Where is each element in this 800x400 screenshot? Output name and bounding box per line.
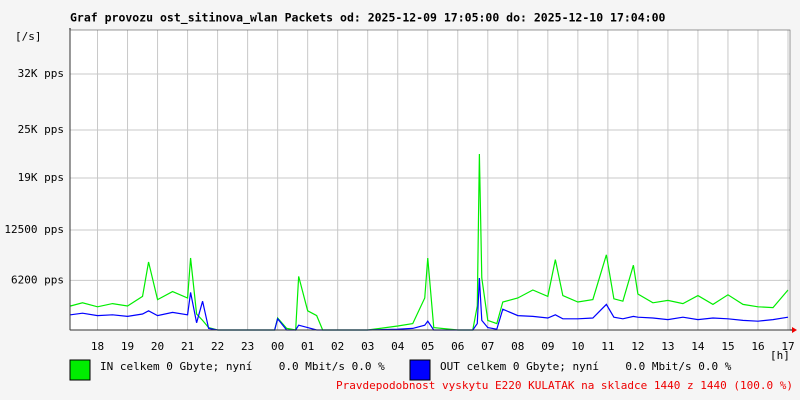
x-tick-label: 15: [721, 340, 734, 353]
x-tick-label: 06: [451, 340, 464, 353]
series-line: [70, 277, 789, 331]
x-tick-label: 13: [661, 340, 674, 353]
x-tick-label: 10: [571, 340, 584, 353]
x-tick-label: 19: [121, 340, 134, 353]
x-tick-label: 18: [91, 340, 104, 353]
x-tick-label: 22: [211, 340, 224, 353]
y-tick-label: 6200 pps: [11, 273, 64, 286]
legend-swatch: [409, 359, 431, 381]
x-tick-label: 08: [511, 340, 524, 353]
x-tick-label: 09: [541, 340, 554, 353]
x-axis-label: [h]: [770, 349, 790, 362]
x-tick-label: 17: [781, 340, 794, 353]
x-tick-label: 02: [331, 340, 344, 353]
y-tick-label: 32K pps: [18, 67, 64, 80]
x-tick-label: 05: [421, 340, 434, 353]
x-tick-label: 03: [361, 340, 374, 353]
chart-title: Graf provozu ost_sitinova_wlan Packets o…: [70, 11, 666, 26]
legend-label: IN celkem 0 Gbyte; nyní 0.0 Mbit/s 0.0 %: [100, 360, 385, 373]
x-tick-label: 11: [601, 340, 614, 353]
x-tick-label: 12: [631, 340, 644, 353]
x-tick-label: 07: [481, 340, 494, 353]
y-tick-label: 12500 pps: [4, 223, 64, 236]
series-line: [70, 153, 789, 331]
note: Pravdepodobnost vyskytu E220 KULATAK na …: [336, 379, 793, 392]
x-tick-label: 04: [391, 340, 405, 353]
x-tick-label: 00: [271, 340, 284, 353]
y-tick-label: 25K pps: [18, 123, 64, 136]
legend-swatch: [69, 359, 91, 381]
x-tick-label: 16: [751, 340, 764, 353]
legend-label: OUT celkem 0 Gbyte; nyní 0.0 Mbit/s 0.0 …: [440, 360, 732, 373]
x-tick-label: 14: [691, 340, 705, 353]
x-tick-label: 23: [241, 340, 254, 353]
plot-border: [69, 29, 791, 331]
x-tick-label: 20: [151, 340, 164, 353]
y-tick-label: 19K pps: [18, 171, 64, 184]
x-tick-label: 01: [301, 340, 314, 353]
axis-arrow: [792, 327, 797, 333]
y-axis-label: [/s]: [15, 30, 42, 43]
x-tick-label: 21: [181, 340, 194, 353]
